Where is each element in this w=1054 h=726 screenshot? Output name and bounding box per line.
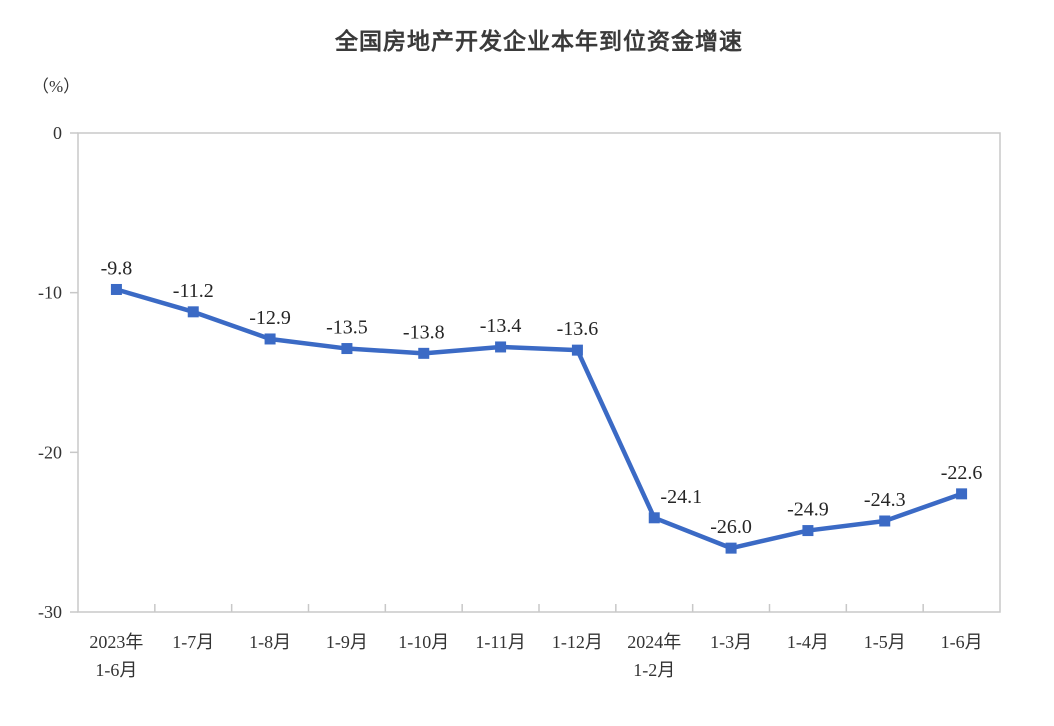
- x-axis-tick-label: 1-6月: [941, 632, 983, 652]
- data-point-label: -26.0: [710, 516, 752, 538]
- y-axis-tick-label: -30: [38, 602, 62, 622]
- data-point-marker: [648, 512, 660, 524]
- chart-title: 全国房地产开发企业本年到位资金增速: [335, 28, 743, 54]
- x-axis-tick-label: 2023年: [89, 632, 143, 652]
- x-axis-tick-label: 1-4月: [787, 632, 829, 652]
- data-point-marker: [571, 344, 583, 356]
- data-point-label: -13.8: [403, 321, 445, 343]
- data-point-marker: [341, 343, 353, 355]
- data-point-marker: [802, 525, 814, 537]
- data-point-marker: [956, 488, 968, 500]
- x-axis-tick-label: 1-8月: [249, 632, 291, 652]
- y-axis-tick-label: 0: [53, 123, 62, 143]
- data-point-marker: [110, 283, 122, 295]
- data-point-label: -12.9: [249, 307, 291, 329]
- x-axis-tick-label: 1-11月: [475, 632, 525, 652]
- data-point-marker: [264, 333, 276, 345]
- x-axis-tick-label: 1-5月: [864, 632, 906, 652]
- x-axis-tick-label: 1-10月: [398, 632, 449, 652]
- data-point-marker: [879, 515, 891, 527]
- data-point-label: -13.4: [480, 315, 522, 337]
- y-axis-tick-label: -10: [38, 283, 62, 303]
- data-point-marker: [495, 341, 507, 353]
- data-point-marker: [187, 306, 199, 318]
- data-point-label: -11.2: [173, 280, 214, 302]
- x-axis-tick-label: 2024年: [627, 632, 681, 652]
- y-axis-unit-label: （%）: [32, 77, 81, 96]
- y-axis-tick-label: -20: [38, 442, 62, 462]
- data-point-marker: [418, 347, 430, 359]
- x-axis-tick-label: 1-2月: [633, 660, 675, 680]
- x-axis-tick-label: 1-12月: [552, 632, 603, 652]
- plot-border: [77, 132, 1001, 613]
- data-point-label: -22.6: [941, 462, 983, 484]
- data-point-label: -24.1: [660, 486, 702, 508]
- x-axis-tick-label: 1-3月: [710, 632, 752, 652]
- series-line: [114, 287, 964, 551]
- data-point-label: -24.9: [787, 499, 829, 521]
- data-point-marker: [725, 542, 737, 554]
- data-point-label: -9.8: [101, 257, 133, 279]
- data-point-label: -13.6: [557, 318, 599, 340]
- data-point-label: -24.3: [864, 489, 906, 511]
- data-point-label: -13.5: [326, 317, 368, 339]
- x-axis-tick-label: 1-9月: [326, 632, 368, 652]
- x-axis-tick-label: 1-6月: [95, 660, 137, 680]
- x-axis-tick-label: 1-7月: [172, 632, 214, 652]
